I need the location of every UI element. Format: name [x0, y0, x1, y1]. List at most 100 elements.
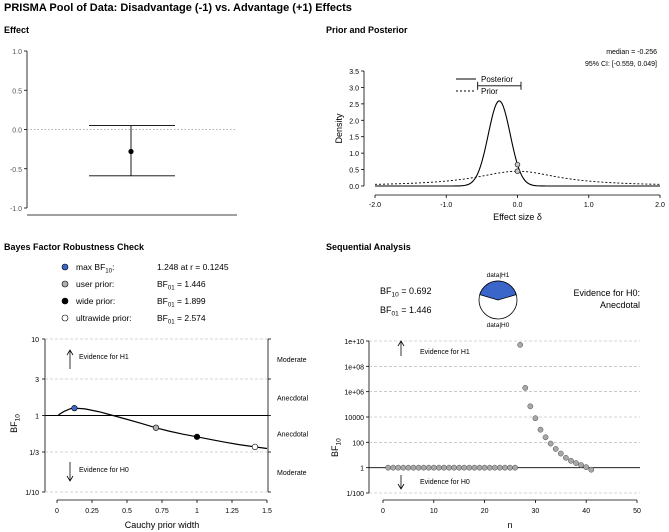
robustness-x-axis-label: Cauchy prior width — [125, 520, 200, 530]
robustness-x-tick-label: 1.25 — [225, 508, 239, 515]
sequential-bf01-label: BF01 = 1.446 — [380, 305, 432, 318]
sequential-point — [425, 464, 432, 471]
sequential-point — [512, 464, 518, 471]
sequential-point — [527, 403, 534, 410]
robustness-right-label: Moderate — [277, 470, 307, 477]
sequential-point — [385, 464, 391, 471]
robustness-panel-title: Bayes Factor Robustness Check — [4, 242, 145, 252]
sequential-point — [390, 464, 397, 471]
sequential-point — [583, 464, 590, 470]
sequential-point — [410, 464, 417, 471]
robustness-x-tick-label: 0.25 — [85, 508, 99, 515]
robustness-legend-label: wide prior: — [75, 296, 115, 306]
pp-x-tick-label: 2.0 — [655, 202, 665, 209]
sequential-point — [588, 466, 595, 473]
sequential-pie-top-label: data|H1 — [487, 272, 510, 279]
sequential-bf10-label: BF10 = 0.692 — [380, 286, 432, 299]
sequential-y-tick-label: 1/100 — [346, 491, 364, 498]
robustness-legend-value: 1.248 at r = 0.1245 — [157, 262, 229, 272]
sequential-y-tick-label: 10000 — [345, 415, 365, 422]
sequential-point — [405, 464, 412, 471]
sequential-point — [415, 464, 422, 471]
robustness-legend-label: user prior: — [76, 279, 114, 289]
robustness-legend-label: ultrawide prior: — [76, 313, 132, 323]
sequential-point — [557, 450, 564, 457]
pp-ci-label: 95% CI: [-0.559, 0.049] — [585, 61, 657, 68]
pp-x-tick-label: -1.0 — [440, 202, 452, 209]
sequential-h0-arrow-head — [397, 483, 405, 490]
pp-y-tick-label: 2.5 — [349, 102, 359, 109]
robustness-prior-point — [71, 405, 78, 412]
sequential-point — [400, 464, 407, 471]
sequential-point — [522, 385, 529, 391]
pp-x-tick-label: 1.0 — [584, 202, 594, 209]
robustness-y-tick-label: 10 — [31, 337, 39, 344]
robustness-y-tick-label: 1/3 — [29, 450, 39, 457]
sequential-y-tick-label: 100 — [352, 440, 364, 447]
sequential-point — [517, 341, 524, 348]
pp-y-tick-label: 1.5 — [349, 135, 359, 142]
sequential-point — [547, 440, 554, 447]
robustness-prior-point — [193, 433, 201, 440]
pp-posterior-at-zero-point — [514, 161, 521, 168]
pp-legend-posterior-label: Posterior — [481, 75, 513, 84]
sequential-point — [430, 464, 437, 471]
robustness-legend-label: max BF10: — [76, 262, 114, 275]
sequential-point — [395, 464, 402, 471]
robustness-evidence-h1-label: Evidence for H1 — [79, 354, 129, 361]
effect-y-tick-label: -1.0 — [10, 206, 22, 213]
sequential-y-tick-label: 1 — [360, 466, 364, 473]
robustness-legend-marker — [61, 263, 69, 271]
sequential-point — [496, 464, 503, 471]
robustness-evidence-h0-label: Evidence for H0 — [79, 467, 129, 474]
robustness-x-tick-label: 1.5 — [262, 508, 272, 515]
sequential-evidence-category: Anecdotal — [600, 300, 640, 310]
sequential-point — [446, 464, 452, 471]
sequential-point — [486, 464, 493, 471]
robustness-y-axis-label: BF10 — [9, 414, 22, 433]
robustness-y-tick-label: 3 — [35, 377, 39, 384]
robustness-right-label: Moderate — [277, 357, 307, 364]
pp-prior-at-zero-point — [514, 168, 521, 174]
sequential-y-tick-label: 1e+06 — [344, 390, 364, 397]
sequential-y-tick-label: 1e+10 — [344, 339, 364, 346]
sequential-point — [471, 464, 478, 471]
pp-legend-prior-label: Prior — [481, 87, 498, 96]
sequential-point — [456, 464, 463, 471]
robustness-y-tick-label: 1/10 — [25, 490, 39, 497]
sequential-point — [441, 464, 447, 471]
sequential-point — [466, 464, 473, 471]
sequential-point — [491, 464, 498, 471]
robustness-prior-point — [152, 424, 160, 431]
sequential-point — [563, 454, 569, 461]
pp-x-tick-label: -2.0 — [369, 202, 381, 209]
robustness-right-label: Anecdotal — [277, 395, 309, 402]
pp-y-axis-label: Density — [334, 113, 344, 144]
robustness-h0-arrow-head — [66, 475, 74, 482]
sequential-point — [476, 464, 483, 471]
robustness-h1-arrow-head — [66, 349, 74, 356]
sequential-y-tick-label: 1e+08 — [344, 364, 364, 371]
sequential-point — [507, 464, 513, 471]
sequential-point — [481, 464, 488, 471]
sequential-x-tick-label: 20 — [481, 508, 489, 515]
robustness-legend-marker — [61, 297, 69, 305]
pp-x-axis-label: Effect size δ — [493, 212, 542, 222]
sequential-x-tick-label: 10 — [430, 508, 438, 515]
robustness-prior-point — [251, 443, 259, 451]
sequential-point — [537, 426, 544, 433]
sequential-point — [542, 434, 549, 441]
sequential-x-tick-label: 0 — [381, 508, 385, 515]
robustness-x-tick-label: 0.5 — [122, 508, 132, 515]
effect-y-tick-label: 0.0 — [12, 128, 22, 135]
robustness-x-tick-label: 0.75 — [155, 508, 169, 515]
robustness-legend-marker — [61, 314, 69, 322]
pp-y-tick-label: 0.5 — [349, 168, 359, 175]
sequential-point — [578, 462, 584, 468]
sequential-point — [461, 464, 468, 471]
sequential-point — [573, 460, 579, 466]
pp-median-label: median = -0.256 — [606, 49, 657, 56]
sequential-h1-arrow-head — [397, 340, 405, 347]
robustness-y-tick-label: 1 — [35, 414, 39, 421]
robustness-legend-value: BF01 = 1.446 — [157, 279, 206, 292]
